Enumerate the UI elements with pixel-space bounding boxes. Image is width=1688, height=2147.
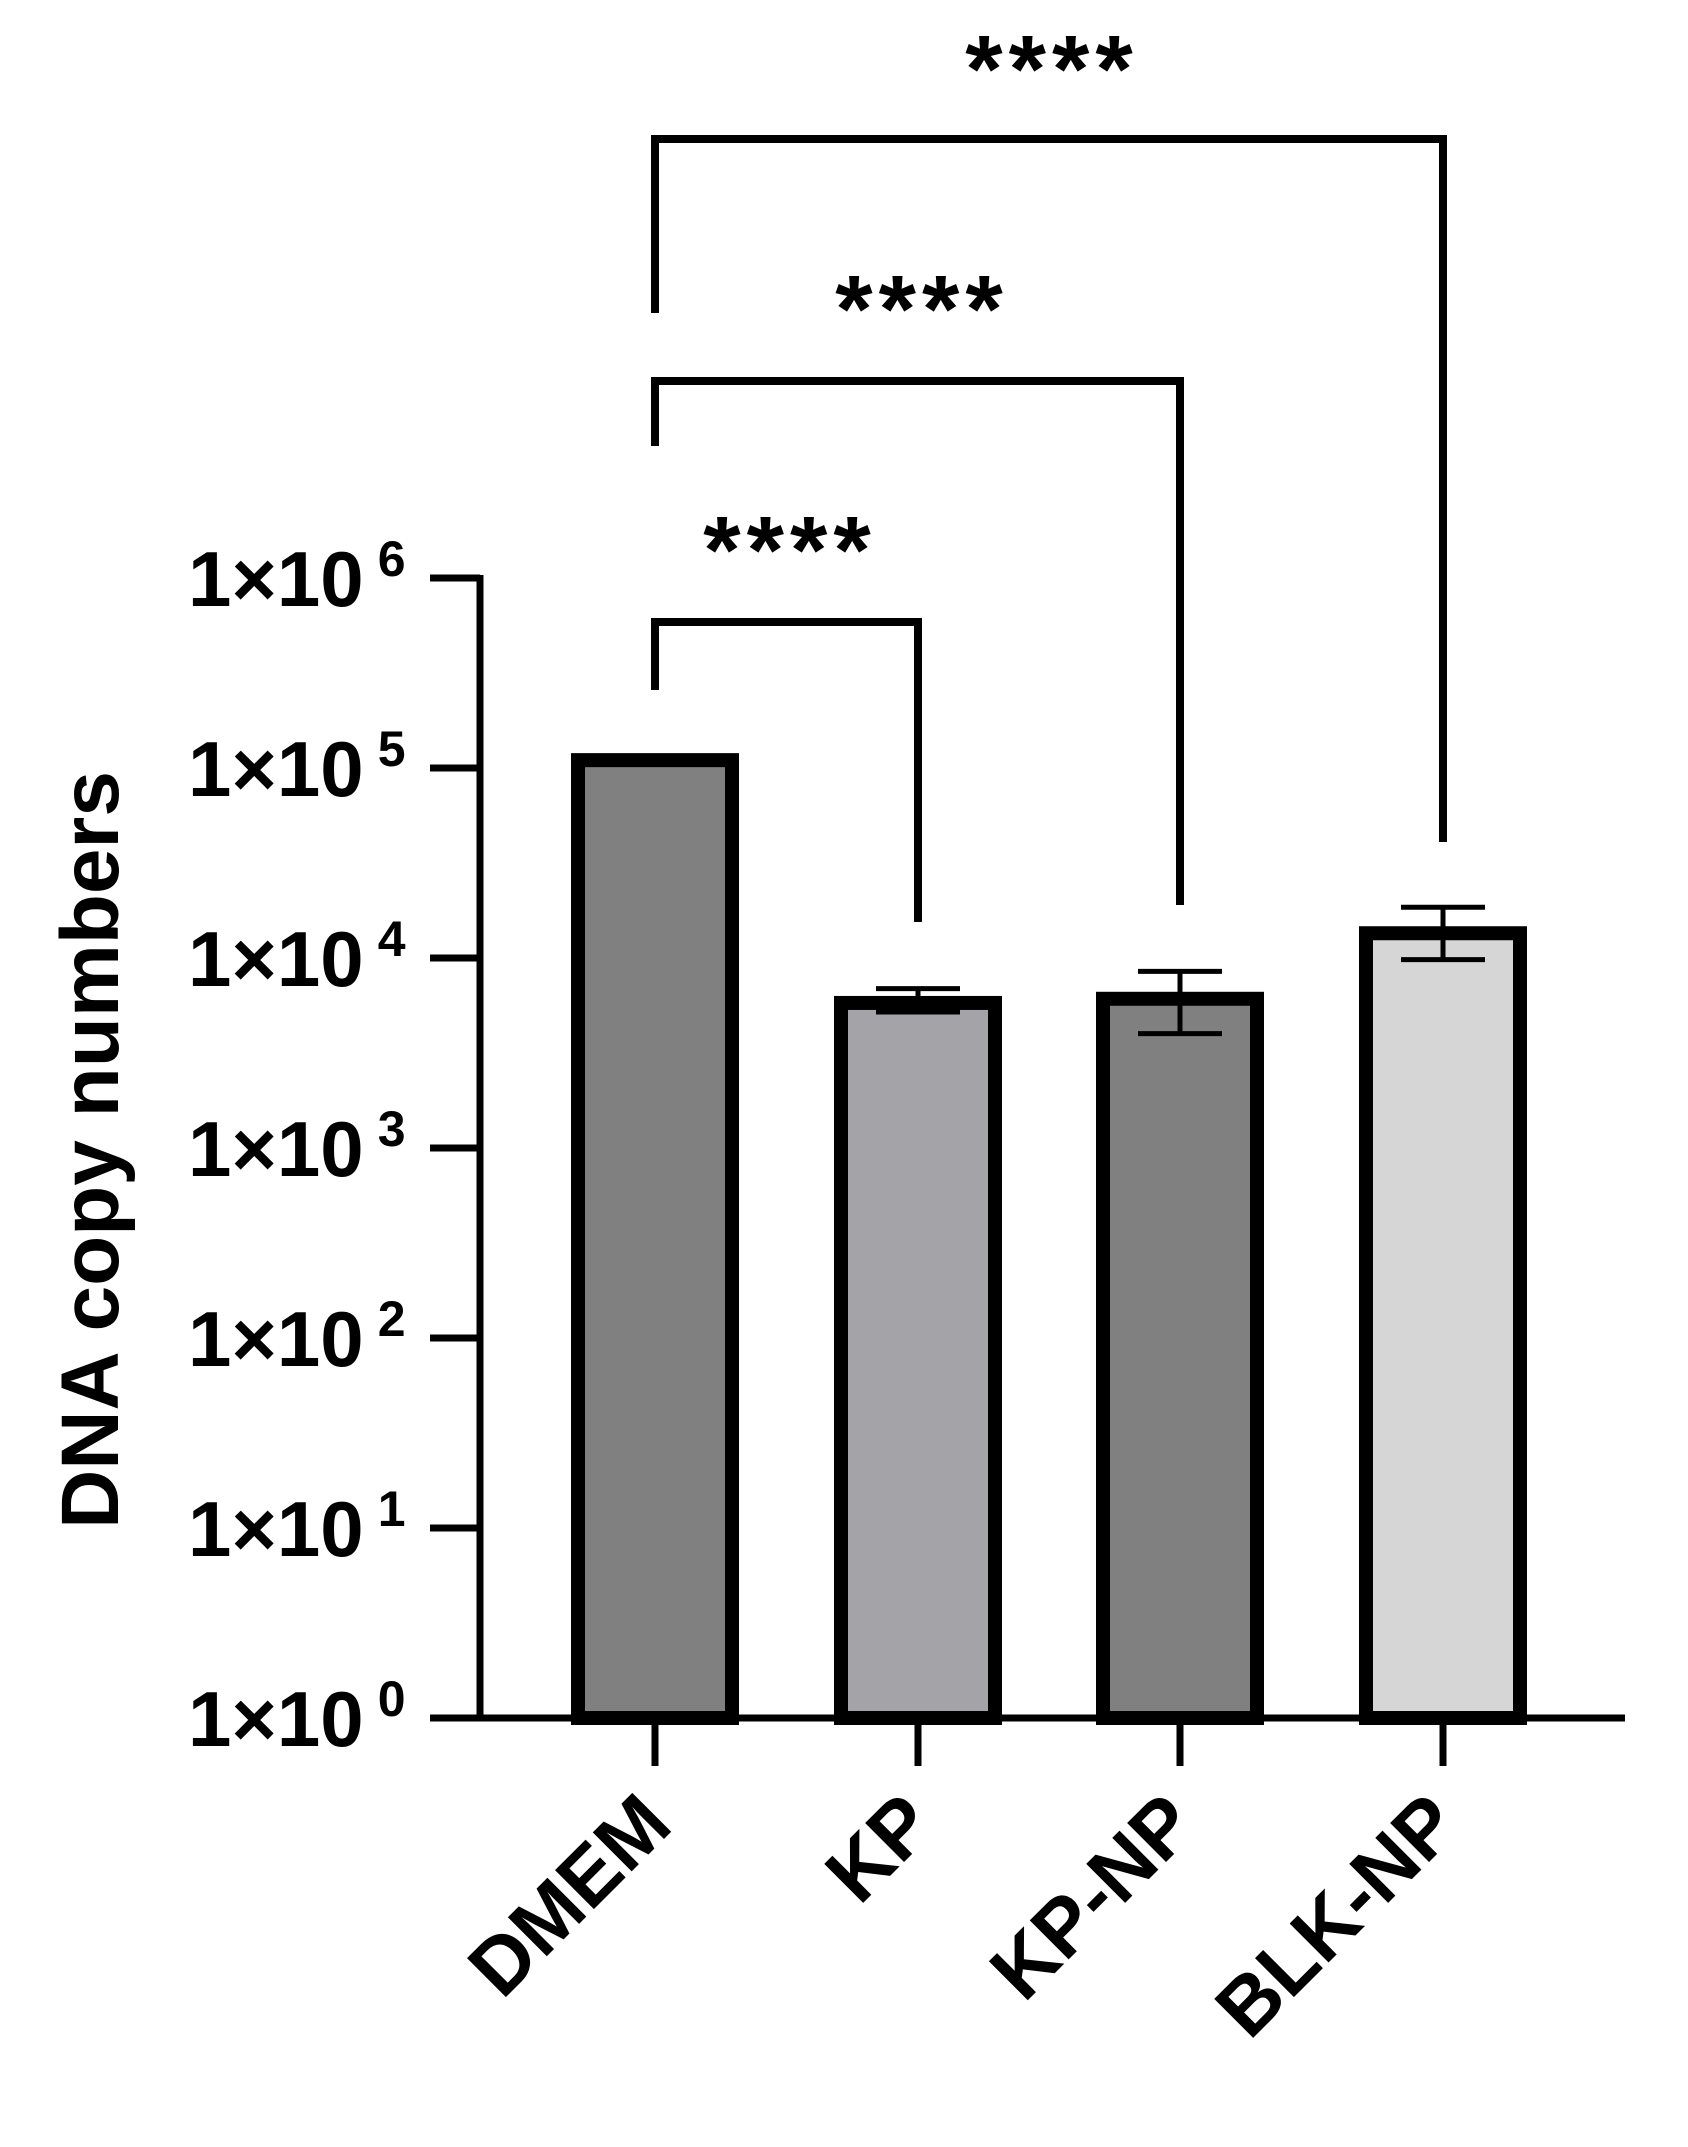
bar-dmem xyxy=(571,753,739,1725)
y-ticks-group: 1×10 0 1×10 1 1×10 2 1×10 3 1×10 4 1×10 5 1×10 6 xyxy=(188,531,480,1763)
significance-label-dmem-kp-np: **** xyxy=(835,256,1008,363)
bar-kp-np xyxy=(1096,991,1264,1725)
significance-bracket-dmem-kp xyxy=(651,618,922,922)
x-category-label-kp-np: KP-NP xyxy=(973,1777,1212,2016)
bar-kp xyxy=(834,995,1002,1725)
y-tick-label-0: 1×10 0 xyxy=(188,1671,406,1763)
y-tick-label-2: 1×10 2 xyxy=(188,1291,406,1383)
y-tick-label-1: 1×10 1 xyxy=(188,1481,406,1573)
x-category-label-kp: KP xyxy=(809,1777,951,1919)
x-category-label-dmem: DMEM xyxy=(451,1777,687,2013)
y-tick-label-4: 1×10 4 xyxy=(188,911,406,1003)
bar-blk-np xyxy=(1359,926,1527,1725)
y-tick-label-6: 1×10 6 xyxy=(188,531,406,623)
significance-label-dmem-kp: **** xyxy=(703,497,876,604)
significance-label-dmem-blk-np: **** xyxy=(965,16,1138,123)
significance-bracket-dmem-kp-np xyxy=(651,377,1184,905)
error-bars-group xyxy=(613,753,1485,1037)
bars-group xyxy=(571,753,1527,1725)
y-tick-label-3: 1×10 3 xyxy=(188,1101,406,1193)
x-category-label-blk-np: BLK-NP xyxy=(1198,1777,1475,2054)
y-axis-label: DNA copy numbers xyxy=(45,771,136,1529)
significance-group: **** **** **** xyxy=(651,16,1447,922)
y-tick-label-5: 1×10 5 xyxy=(188,721,406,813)
significance-bracket-dmem-blk-np xyxy=(651,135,1447,842)
